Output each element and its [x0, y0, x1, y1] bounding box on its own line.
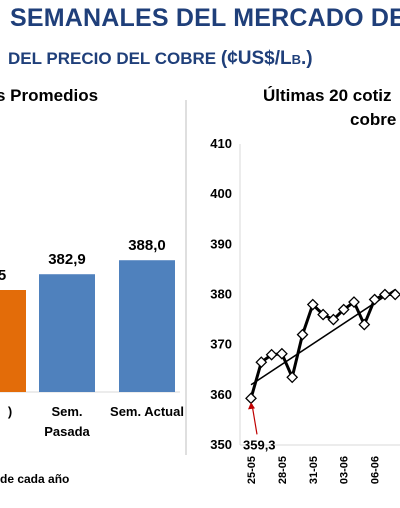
y-tick-label: 350	[210, 437, 232, 452]
bar-chart-heading: s Promedios	[0, 86, 99, 105]
page-subtitle: DEL PRECIO DEL COBRE (¢US$/Lb.)	[8, 48, 313, 70]
data-point	[317, 308, 330, 321]
data-point	[389, 288, 400, 301]
data-point	[368, 293, 381, 306]
line-chart-heading-line2: cobre	[350, 110, 397, 129]
x-tick-label: 28-05	[277, 456, 289, 484]
data-point	[358, 318, 371, 331]
x-tick-label: 06-06	[370, 456, 382, 484]
bar	[0, 290, 26, 392]
bar-chart-footnote: de cada año	[0, 472, 70, 486]
data-point	[378, 288, 391, 301]
bar	[39, 274, 95, 392]
data-point	[245, 392, 257, 405]
bar-category-label: Sem.	[51, 404, 82, 419]
x-tick-label: 31-05	[308, 456, 320, 484]
page-title: SEMANALES DEL MERCADO DE	[10, 4, 400, 32]
data-point	[337, 303, 350, 316]
data-point	[255, 356, 268, 369]
line-chart-heading-line1: Últimas 20 cotiz	[263, 86, 392, 105]
data-point	[327, 313, 340, 326]
subtitle-text: DEL PRECIO DEL COBRE	[8, 49, 217, 68]
data-point	[306, 298, 319, 311]
data-point	[265, 348, 278, 361]
bar	[119, 260, 175, 392]
data-point	[275, 347, 288, 360]
annotation-arrow	[251, 404, 258, 435]
annotation-arrowhead	[248, 402, 255, 410]
x-tick-label: 03-06	[339, 456, 351, 484]
y-tick-label: 370	[210, 337, 232, 352]
data-point	[286, 371, 299, 384]
bar-data-label: 382,9	[48, 251, 86, 268]
bar-category-label: )	[8, 404, 12, 419]
bar-data-label: 388,0	[128, 237, 166, 254]
bar-category-label: Pasada	[44, 424, 90, 439]
y-tick-label: 360	[210, 387, 232, 402]
bar-data-label: 5	[0, 267, 6, 284]
y-tick-label: 380	[210, 287, 232, 302]
x-tick-label: 25-05	[246, 456, 258, 484]
bar-category-label: Sem. Actual	[110, 404, 184, 419]
data-point	[348, 296, 360, 308]
annotation-label: 359,3	[243, 437, 276, 452]
data-point	[296, 328, 309, 341]
y-tick-label: 390	[210, 236, 232, 251]
y-tick-label: 400	[210, 186, 232, 201]
y-tick-label: 410	[210, 136, 232, 151]
subtitle-unit: (¢US$/Lb.)	[220, 48, 313, 69]
